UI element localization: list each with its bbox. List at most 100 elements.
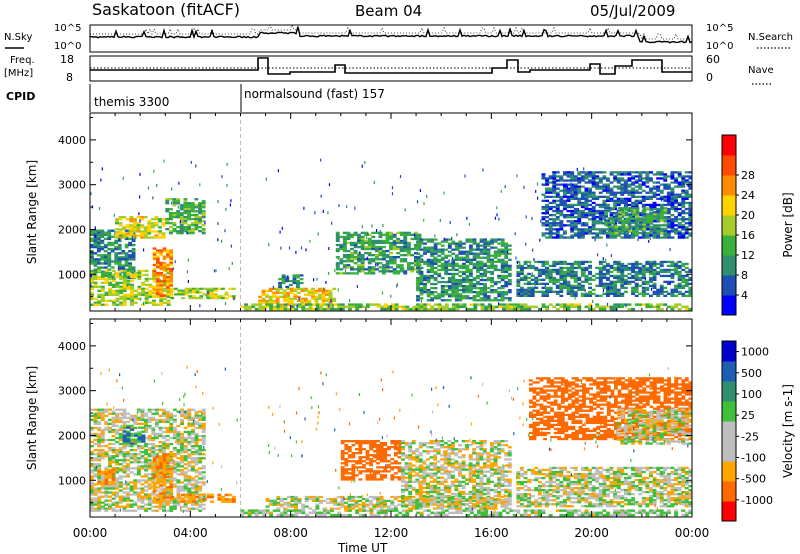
- echo-cell: [552, 218, 557, 221]
- echo-cell: [573, 286, 578, 289]
- echo-cell: [156, 288, 160, 291]
- echo-cell: [559, 290, 564, 293]
- echo-dot: [354, 206, 356, 210]
- echo-cell: [172, 200, 177, 203]
- echo-cell: [115, 297, 120, 300]
- echo-cell: [545, 260, 549, 264]
- echo-cell: [136, 459, 141, 462]
- echo-cell: [548, 195, 553, 198]
- echo-cell: [162, 278, 167, 281]
- nsearch-tick-top: 10^5: [706, 23, 733, 34]
- echo-cell: [620, 276, 625, 280]
- echo-cell: [473, 305, 478, 309]
- echo-cell: [604, 207, 608, 210]
- echo-cell: [108, 465, 112, 468]
- echo-cell: [147, 226, 152, 229]
- echo-cell: [97, 269, 102, 273]
- echo-cell: [156, 284, 160, 287]
- echo-cell: [399, 266, 404, 269]
- echo-cell: [507, 297, 512, 300]
- echo-cell: [663, 179, 668, 182]
- echo-cell: [666, 226, 671, 229]
- echo-cell: [321, 297, 326, 300]
- echo-cell: [423, 276, 427, 280]
- echo-cell: [559, 197, 564, 200]
- echo-cell: [545, 268, 549, 272]
- echo-cell: [500, 276, 505, 280]
- echo-cell: [374, 268, 379, 271]
- echo-cell: [170, 297, 175, 300]
- echo-dot: [494, 216, 496, 220]
- echo-cell: [399, 254, 404, 257]
- echo-cell: [548, 175, 553, 178]
- echo-cell: [108, 293, 113, 296]
- echo-dot: [357, 272, 359, 276]
- echo-cell: [355, 303, 360, 306]
- echo-cell: [136, 418, 141, 421]
- echo-cell: [602, 282, 607, 285]
- echo-cell: [516, 294, 521, 297]
- echo-cell: [656, 209, 661, 213]
- echo-cell: [126, 465, 130, 468]
- echo-cell: [115, 477, 120, 480]
- echo-cell: [115, 293, 120, 296]
- echo-cell: [631, 181, 635, 184]
- echo-cell: [591, 179, 596, 182]
- echo-cell: [440, 285, 445, 288]
- echo-cell: [115, 483, 120, 486]
- echo-dot: [325, 281, 327, 284]
- echo-cell: [103, 245, 108, 249]
- echo-dot: [177, 205, 179, 209]
- echo-cell: [258, 307, 263, 311]
- echo-cell: [632, 209, 636, 212]
- echo-cell: [115, 408, 120, 411]
- echo-cell: [286, 291, 291, 294]
- echo-cell: [100, 430, 105, 434]
- echo-cell: [137, 269, 142, 273]
- echo-cell: [634, 230, 639, 233]
- echo-cell: [462, 256, 466, 259]
- echo-cell: [620, 171, 625, 174]
- echo-cell: [598, 222, 603, 225]
- echo-cell: [613, 290, 618, 293]
- echo-cell: [688, 288, 693, 291]
- echo-cell: [281, 274, 286, 277]
- echo-cell: [577, 230, 582, 233]
- echo-cell: [447, 244, 452, 247]
- echo-cell: [433, 260, 438, 263]
- echo-cell: [183, 463, 188, 466]
- echo-cell: [161, 236, 166, 239]
- echo-cell: [570, 214, 575, 217]
- echo-cell: [201, 212, 206, 215]
- echo-cell: [613, 284, 618, 287]
- echo-cell: [357, 260, 361, 263]
- echo-cell: [588, 189, 592, 192]
- echo-cell: [465, 250, 470, 253]
- echo-cell: [555, 218, 560, 221]
- echo-cell: [545, 307, 549, 311]
- echo-dot: [389, 235, 392, 239]
- echo-cell: [378, 249, 383, 253]
- echo-cell: [147, 455, 152, 458]
- echo-cell: [111, 475, 116, 478]
- echo-cell: [154, 505, 159, 508]
- echo-cell: [90, 507, 94, 510]
- echo-cell: [548, 191, 553, 194]
- echo-cell: [530, 290, 535, 293]
- echo-cell: [319, 303, 324, 306]
- echo-cell: [545, 294, 549, 297]
- echo-cell: [311, 293, 315, 296]
- echo-cell: [555, 268, 560, 272]
- echo-cell: [176, 436, 181, 440]
- echo-cell: [355, 305, 360, 309]
- echo-cell: [649, 179, 653, 182]
- echo-cell: [440, 248, 445, 251]
- echo-cell: [416, 305, 420, 309]
- echo-dot: [224, 229, 226, 233]
- echo-cell: [151, 426, 156, 430]
- echo-cell: [371, 254, 376, 257]
- echo-cell: [283, 307, 288, 311]
- echo-cell: [591, 288, 596, 291]
- echo-cell: [584, 214, 589, 217]
